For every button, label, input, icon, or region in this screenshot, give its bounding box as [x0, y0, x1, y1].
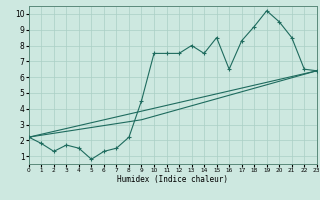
X-axis label: Humidex (Indice chaleur): Humidex (Indice chaleur) [117, 175, 228, 184]
